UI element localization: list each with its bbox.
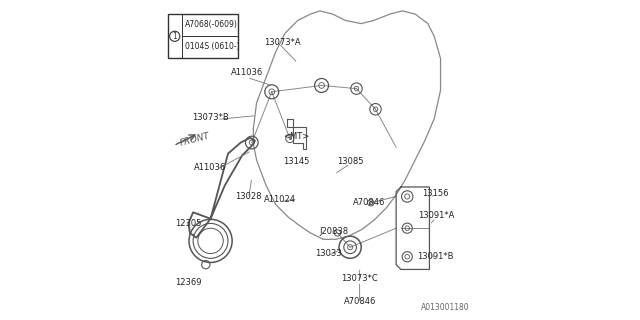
Text: 13033: 13033 [315, 249, 341, 258]
Text: 12369: 12369 [175, 278, 202, 287]
Text: A70846: A70846 [353, 198, 385, 207]
Text: 13091*B: 13091*B [417, 252, 454, 261]
Text: FRONT: FRONT [179, 131, 211, 148]
Text: A70846: A70846 [344, 297, 376, 306]
Text: 13085: 13085 [337, 157, 364, 166]
Text: 0104S (0610-): 0104S (0610-) [185, 43, 240, 52]
Text: A11036: A11036 [195, 164, 227, 172]
Text: 13073*B: 13073*B [192, 113, 229, 122]
Text: A11036: A11036 [231, 68, 263, 77]
Text: A013001180: A013001180 [420, 303, 469, 312]
Text: 1: 1 [287, 135, 292, 141]
Text: 13073*A: 13073*A [264, 38, 300, 47]
Text: 1: 1 [172, 32, 177, 41]
Text: A7068(-0609): A7068(-0609) [185, 20, 238, 29]
Text: 13028: 13028 [236, 192, 262, 201]
Text: 13073*C: 13073*C [341, 275, 378, 284]
Text: 13156: 13156 [422, 189, 449, 198]
Text: 13145: 13145 [283, 157, 309, 166]
Text: 12305: 12305 [175, 219, 202, 228]
Text: J20838: J20838 [320, 227, 349, 236]
Text: <MT>: <MT> [283, 132, 309, 141]
Text: 13091*A: 13091*A [417, 211, 454, 220]
Text: A11024: A11024 [264, 195, 296, 204]
